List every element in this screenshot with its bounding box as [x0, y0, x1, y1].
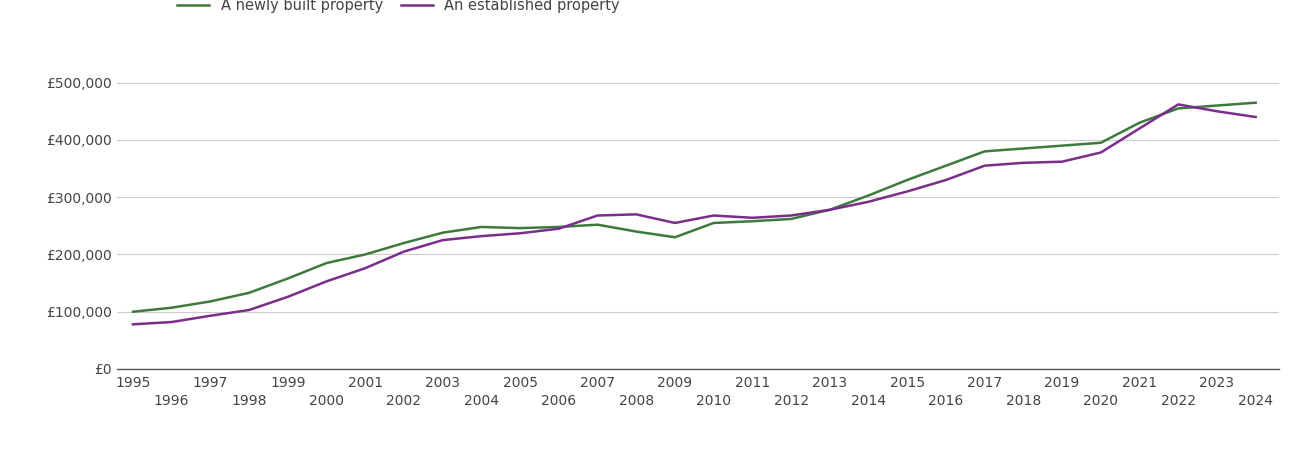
A newly built property — [318, 261, 334, 266]
A newly built property — [164, 305, 180, 310]
A newly built property — [435, 230, 450, 235]
A newly built property — [1094, 140, 1109, 145]
A newly built property — [358, 252, 373, 257]
An established property — [513, 230, 529, 236]
A newly built property — [1171, 106, 1186, 111]
A newly built property — [861, 193, 877, 198]
An established property — [938, 177, 954, 183]
An established property — [1171, 102, 1186, 107]
A newly built property — [745, 219, 761, 224]
An established property — [1094, 150, 1109, 155]
An established property — [164, 320, 180, 325]
A newly built property — [822, 207, 838, 212]
An established property — [822, 207, 838, 212]
An established property — [861, 199, 877, 204]
A newly built property — [1248, 100, 1263, 105]
An established property — [783, 213, 799, 218]
A newly built property — [629, 229, 645, 234]
A newly built property — [1210, 103, 1225, 108]
A newly built property — [513, 225, 529, 231]
An established property — [1054, 159, 1070, 164]
A newly built property — [397, 240, 412, 246]
A newly built property — [125, 309, 141, 315]
An established property — [1248, 114, 1263, 120]
An established property — [397, 249, 412, 254]
A newly built property — [1054, 143, 1070, 148]
An established property — [745, 215, 761, 220]
A newly built property — [667, 234, 683, 240]
Line: A newly built property: A newly built property — [133, 103, 1255, 312]
An established property — [551, 226, 566, 231]
A newly built property — [590, 222, 606, 227]
An established property — [590, 213, 606, 218]
An established property — [1015, 160, 1031, 166]
A newly built property — [1131, 120, 1147, 126]
A newly built property — [783, 216, 799, 222]
An established property — [435, 238, 450, 243]
Line: An established property: An established property — [133, 104, 1255, 324]
A newly built property — [977, 148, 993, 154]
An established property — [899, 189, 915, 194]
An established property — [202, 313, 218, 319]
A newly built property — [706, 220, 722, 225]
Legend: A newly built property, An established property: A newly built property, An established p… — [171, 0, 625, 18]
An established property — [706, 213, 722, 218]
An established property — [125, 322, 141, 327]
An established property — [667, 220, 683, 225]
An established property — [1210, 108, 1225, 114]
An established property — [241, 307, 257, 313]
A newly built property — [202, 299, 218, 304]
A newly built property — [474, 224, 489, 230]
A newly built property — [1015, 146, 1031, 151]
An established property — [1131, 126, 1147, 131]
An established property — [977, 163, 993, 168]
A newly built property — [241, 290, 257, 296]
An established property — [281, 294, 296, 300]
A newly built property — [899, 177, 915, 183]
A newly built property — [551, 224, 566, 230]
An established property — [358, 266, 373, 271]
A newly built property — [938, 163, 954, 168]
An established property — [629, 212, 645, 217]
An established property — [474, 234, 489, 239]
A newly built property — [281, 276, 296, 281]
An established property — [318, 279, 334, 284]
